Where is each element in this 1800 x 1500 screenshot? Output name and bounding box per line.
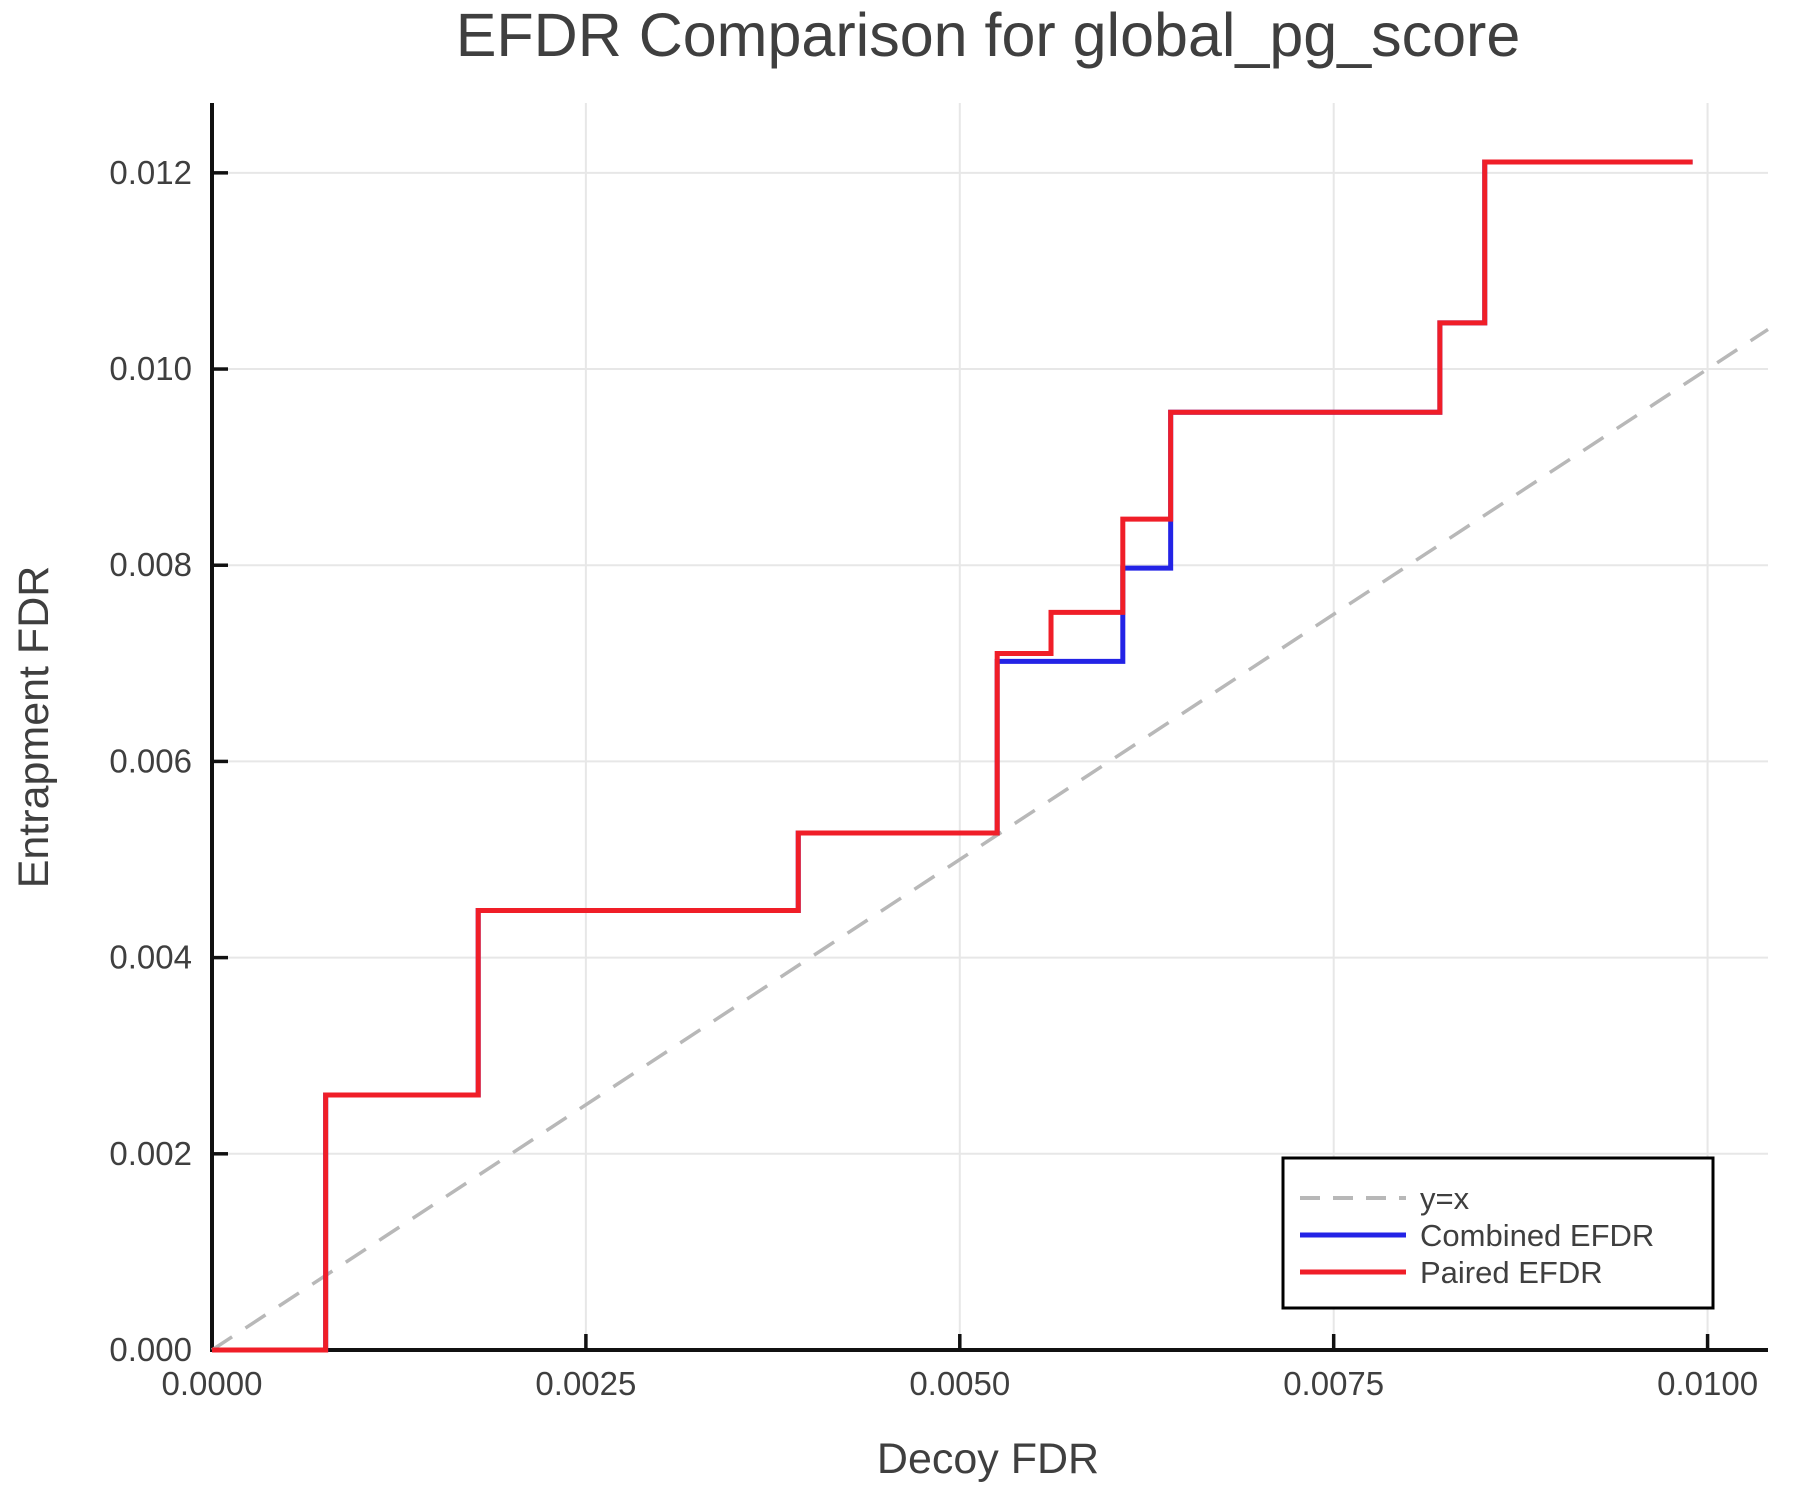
gridlines	[212, 103, 1768, 1350]
series-paired-efdr	[212, 159, 1693, 1353]
y-tick-label: 0.006	[109, 742, 192, 779]
x-tick-label: 0.0025	[535, 1365, 636, 1402]
x-tick-label: 0.0050	[909, 1365, 1010, 1402]
legend-entry-label: Paired EFDR	[1420, 1255, 1603, 1290]
y-axis-title: Entrapment FDR	[10, 566, 58, 889]
y-tick-label: 0.008	[109, 546, 192, 583]
axis-spines	[210, 103, 1768, 1352]
x-axis-title: Decoy FDR	[877, 1435, 1099, 1483]
series-y-x	[211, 327, 1769, 1352]
y-tick-label: 0.004	[109, 939, 192, 976]
chart-title: EFDR Comparison for global_pg_score	[456, 1, 1521, 69]
legend-entry-label: y=x	[1420, 1181, 1470, 1216]
legend-entry-label: Combined EFDR	[1420, 1218, 1654, 1253]
y-tick-label: 0.000	[109, 1331, 192, 1368]
y-tick-label: 0.012	[109, 154, 192, 191]
axis-ticks-and-labels: 0.0000 0.0025 0.0050 0.0075 0.0100 0.000 0.002…	[109, 154, 1758, 1402]
y-tick-label: 0.010	[109, 350, 192, 387]
data-series	[211, 159, 1769, 1353]
y-tick-label: 0.002	[109, 1135, 192, 1172]
x-tick-label: 0.0100	[1657, 1365, 1758, 1402]
x-tick-label: 0.0000	[162, 1365, 263, 1402]
x-tick-label: 0.0075	[1283, 1365, 1384, 1402]
